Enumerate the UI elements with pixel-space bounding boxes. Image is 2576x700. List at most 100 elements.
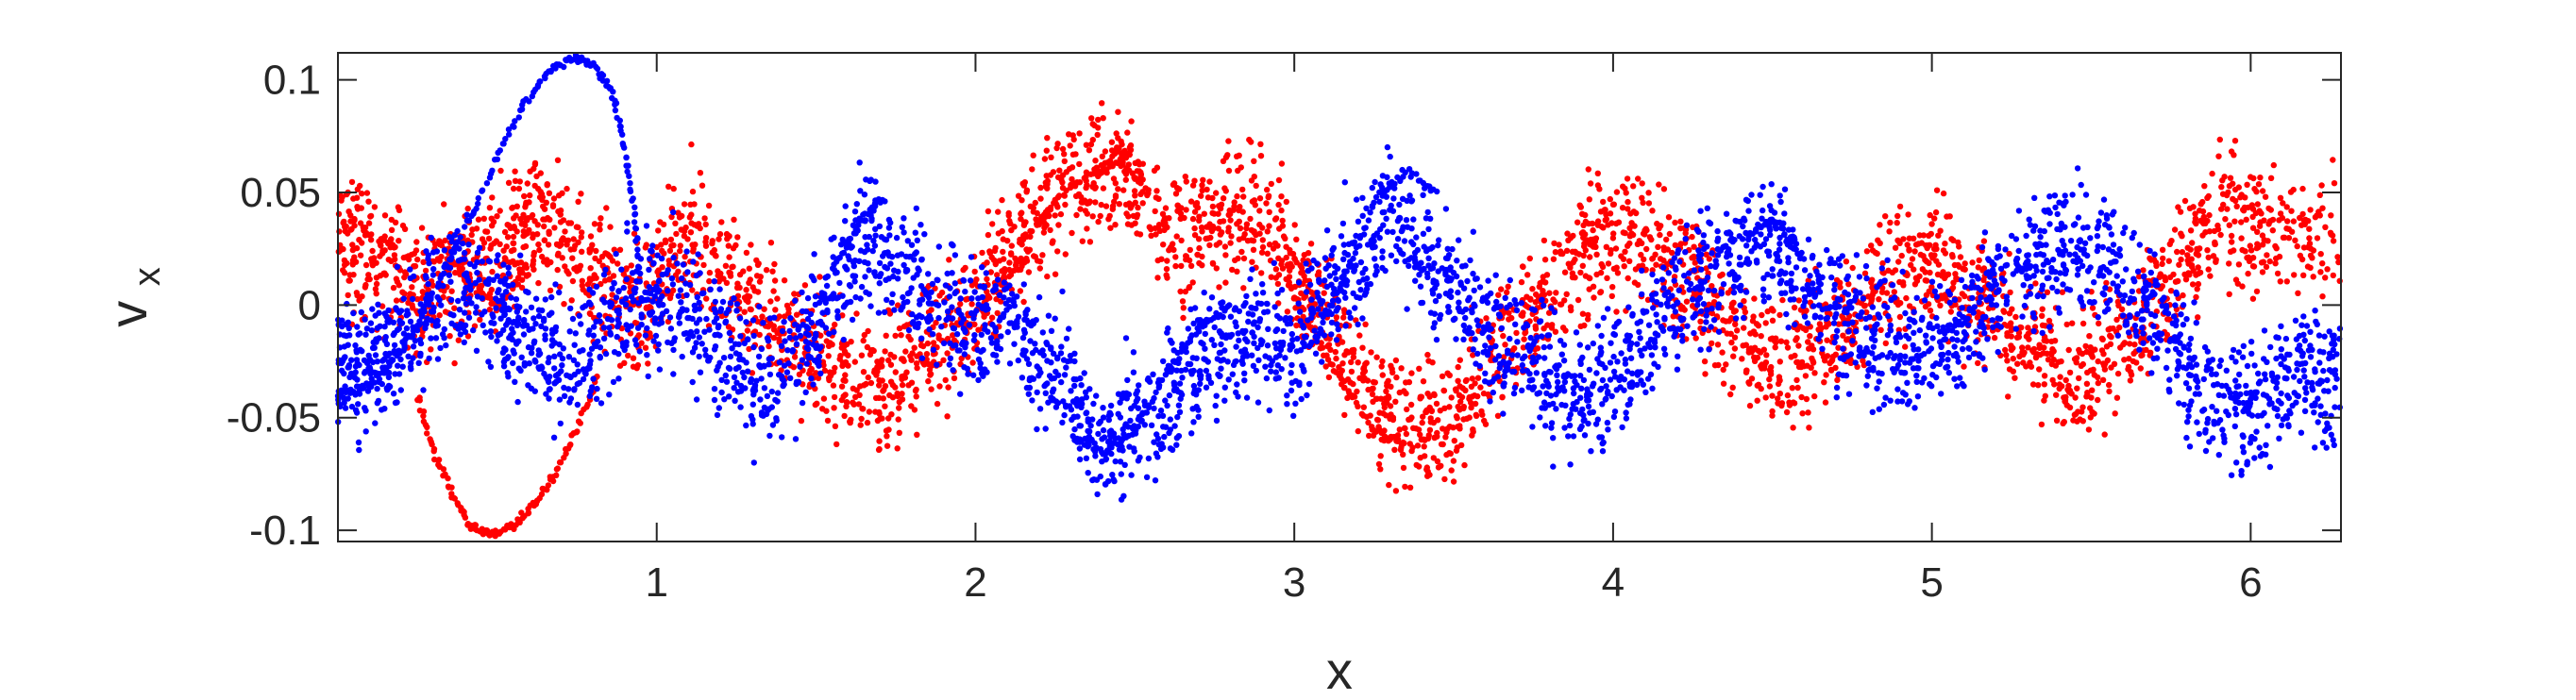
- data-point: [737, 404, 744, 410]
- data-point: [1460, 405, 1467, 412]
- data-point: [1591, 242, 1598, 250]
- data-point: [1079, 238, 1086, 244]
- data-point: [1479, 411, 1486, 418]
- data-point: [684, 336, 691, 342]
- data-point: [602, 350, 610, 358]
- data-point: [1054, 248, 1061, 255]
- data-point: [2096, 320, 2102, 327]
- data-point: [350, 272, 357, 278]
- data-point: [2249, 295, 2257, 302]
- data-point: [1551, 240, 1557, 247]
- data-point: [1759, 311, 1765, 319]
- data-point: [1097, 212, 1103, 220]
- data-point: [1511, 345, 1518, 352]
- data-point: [944, 413, 951, 420]
- data-point: [1403, 390, 1409, 397]
- data-point: [553, 378, 560, 385]
- data-point: [429, 441, 435, 448]
- data-point: [1234, 221, 1240, 227]
- data-point: [1027, 203, 1035, 209]
- data-point: [2259, 188, 2266, 194]
- data-point: [410, 355, 416, 361]
- data-point: [1472, 400, 1479, 408]
- data-point: [1264, 186, 1271, 193]
- data-point: [1552, 328, 1559, 335]
- data-point: [618, 266, 625, 273]
- data-point: [2200, 213, 2207, 221]
- data-point: [384, 316, 392, 323]
- data-point: [527, 192, 533, 199]
- data-point: [880, 388, 886, 394]
- data-point: [1776, 311, 1783, 319]
- data-point: [746, 265, 752, 272]
- data-point: [2176, 261, 2182, 268]
- data-point: [2029, 381, 2037, 388]
- data-point: [461, 339, 467, 346]
- data-point: [1083, 184, 1089, 192]
- data-point: [1585, 316, 1591, 323]
- data-point: [1456, 423, 1463, 429]
- data-point: [1257, 153, 1265, 159]
- data-point: [1723, 361, 1729, 368]
- data-point: [1217, 205, 1224, 212]
- data-point: [884, 442, 891, 449]
- data-point: [969, 359, 976, 366]
- data-point: [374, 400, 380, 407]
- data-point: [914, 431, 920, 438]
- data-point: [487, 328, 495, 335]
- data-point: [586, 392, 594, 399]
- data-point: [1291, 256, 1299, 262]
- data-point: [367, 370, 374, 377]
- data-point: [1918, 240, 1926, 246]
- data-point: [1183, 207, 1189, 213]
- data-point: [566, 373, 573, 380]
- data-point: [374, 385, 380, 392]
- data-point: [1394, 438, 1402, 444]
- data-point: [1795, 297, 1803, 304]
- data-point: [567, 395, 575, 402]
- data-point: [597, 318, 603, 325]
- data-point: [388, 236, 395, 242]
- data-point: [530, 231, 536, 238]
- data-point: [1603, 211, 1609, 218]
- data-point: [731, 216, 737, 223]
- data-point: [1536, 283, 1543, 291]
- data-point: [1544, 322, 1551, 328]
- data-point: [1837, 279, 1844, 286]
- data-point: [1759, 361, 1765, 368]
- data-point: [655, 300, 662, 307]
- data-point: [2063, 321, 2070, 328]
- data-point: [693, 396, 700, 403]
- data-point: [1876, 296, 1882, 303]
- data-point: [1552, 249, 1559, 256]
- data-point: [380, 270, 387, 277]
- data-point: [2170, 271, 2177, 278]
- data-point: [1135, 204, 1141, 211]
- data-point: [717, 308, 724, 314]
- data-point: [1609, 235, 1617, 242]
- data-point: [523, 199, 530, 206]
- data-point: [748, 306, 754, 313]
- data-point: [2219, 177, 2226, 184]
- data-point: [1597, 269, 1605, 276]
- data-point: [473, 304, 480, 310]
- data-point: [1052, 271, 1059, 277]
- data-point: [351, 215, 358, 223]
- data-point: [2202, 220, 2209, 226]
- data-point: [1232, 257, 1238, 264]
- data-point: [565, 220, 572, 226]
- data-point: [516, 178, 523, 185]
- data-point: [472, 522, 479, 528]
- data-point: [1764, 308, 1771, 315]
- data-point: [1032, 199, 1039, 207]
- data-point: [2233, 203, 2240, 209]
- data-point: [1572, 256, 1578, 263]
- data-point: [340, 245, 346, 253]
- data-point: [2231, 247, 2237, 254]
- data-point: [643, 223, 650, 229]
- data-point: [1441, 405, 1448, 411]
- data-point: [489, 268, 496, 275]
- data-point: [2006, 366, 2013, 373]
- data-point: [425, 280, 431, 288]
- data-point: [2130, 350, 2137, 357]
